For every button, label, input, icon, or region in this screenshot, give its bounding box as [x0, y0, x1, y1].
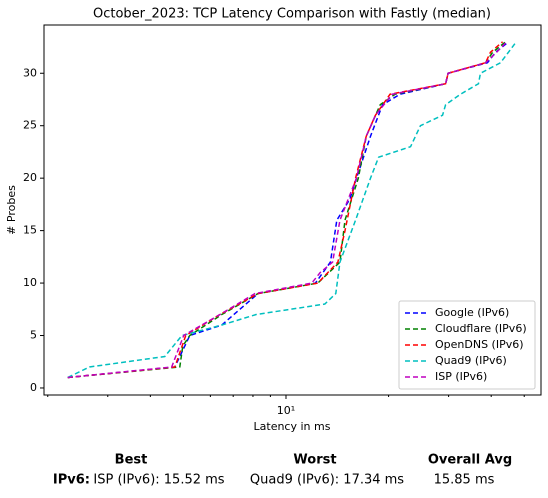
header-avg: Overall Avg — [428, 453, 512, 468]
y-tick-label: 15 — [23, 224, 37, 237]
best-value: ISP (IPv6): 15.52 ms — [93, 473, 224, 488]
y-axis-label: # Probes — [5, 185, 18, 235]
series-line — [67, 41, 508, 379]
worst-value: Quad9 (IPv6): 17.34 ms — [250, 473, 404, 488]
header-best: Best — [115, 453, 148, 468]
y-tick-label: 10 — [23, 276, 37, 289]
legend-label: Cloudflare (IPv6) — [435, 322, 527, 335]
legend-label: Quad9 (IPv6) — [435, 354, 507, 367]
y-tick-label: 25 — [23, 119, 37, 132]
legend-label: Google (IPv6) — [435, 306, 509, 319]
y-tick-label: 30 — [23, 66, 37, 79]
x-axis-label: Latency in ms — [254, 420, 331, 433]
legend-box — [398, 300, 536, 390]
chart-title: October_2023: TCP Latency Comparison wit… — [93, 7, 491, 22]
y-tick-label: 20 — [23, 171, 37, 184]
series-line — [67, 41, 517, 379]
y-tick-label: 5 — [30, 329, 37, 342]
header-worst: Worst — [293, 453, 336, 468]
legend-label: ISP (IPv6) — [435, 370, 487, 383]
y-tick-label: 0 — [30, 381, 37, 394]
series-line — [67, 41, 504, 379]
avg-value: 15.85 ms — [434, 473, 495, 488]
row-label: IPv6: — [53, 473, 90, 488]
x-tick-label: 10¹ — [277, 404, 295, 417]
plot-frame — [43, 24, 542, 396]
legend-label: OpenDNS (IPv6) — [435, 338, 524, 351]
